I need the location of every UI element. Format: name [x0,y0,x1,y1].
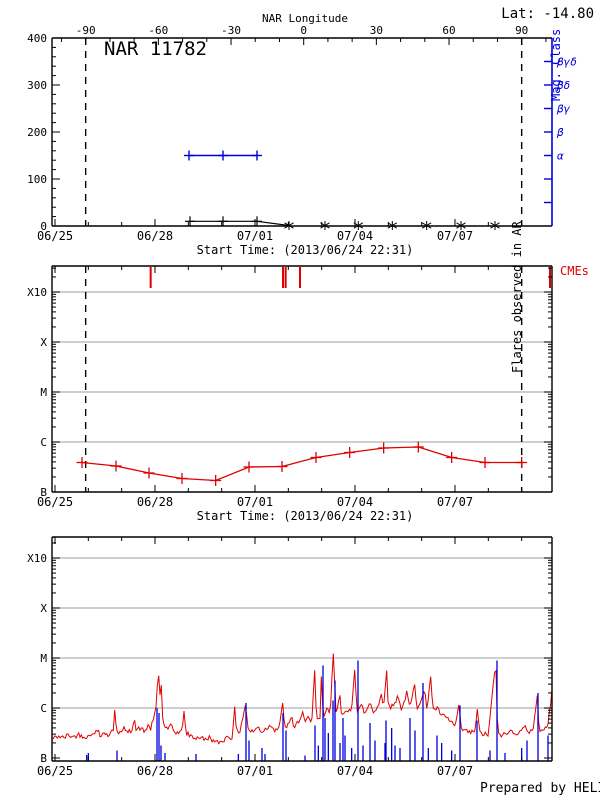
svg-text:C: C [40,702,47,715]
svg-text:07/04: 07/04 [337,229,373,243]
svg-text:07/01: 07/01 [237,495,273,509]
svg-text:0: 0 [300,24,307,37]
svg-text:200: 200 [27,126,47,139]
goes-long-series [51,653,553,745]
svg-text:07/01: 07/01 [237,764,273,778]
latitude-label: Lat: -14.80 [501,6,594,22]
svg-text:300: 300 [27,79,47,92]
svg-text:B: B [40,752,47,765]
mag-class-tick-label: βδ [556,79,570,92]
mag-class-tick-label: βγδ [556,56,577,69]
svg-text:07/07: 07/07 [437,764,473,778]
mag-class-tick-label: βγ [556,103,571,116]
svg-text:-90: -90 [76,24,96,37]
start-time-label-middle: Start Time: (2013/06/24 22:31) [196,509,414,523]
svg-text:60: 60 [442,24,455,37]
mag-class-tick-label: β [556,126,564,139]
svg-text:06/28: 06/28 [137,495,173,509]
svg-text:X: X [40,602,47,615]
mag-class-axis-label: Mag. Class [548,28,563,101]
svg-text:X: X [40,336,47,349]
svg-text:X10: X10 [27,286,47,299]
svg-text:90: 90 [515,24,528,37]
flares-observed-label: Flares observed in AR [510,221,525,373]
svg-text:100: 100 [27,173,47,186]
svg-text:06/25: 06/25 [37,764,73,778]
svg-text:X10: X10 [27,552,47,565]
nar-area-series [189,220,290,227]
svg-text:06/28: 06/28 [137,229,173,243]
svg-text:C: C [40,436,47,449]
svg-text:06/25: 06/25 [37,495,73,509]
svg-text:400: 400 [27,32,47,45]
goes-chart: B C M X X10 06/25 06/28 07/01 07/04 07/07 [27,536,553,778]
svg-text:06/25: 06/25 [37,229,73,243]
svg-text:-30: -30 [221,24,241,37]
chart-title: NAR 11782 [104,38,207,60]
svg-text:30: 30 [370,24,383,37]
svg-text:07/01: 07/01 [237,229,273,243]
svg-text:06/28: 06/28 [137,764,173,778]
flare-class-chart: B C M X X10 06/25 06/28 07/01 07/04 07/07 [27,265,553,509]
footer-credit: Prepared by HELIO [480,781,600,796]
start-time-label-top: Start Time: (2013/06/24 22:31) [196,243,414,257]
svg-text:-60: -60 [148,24,168,37]
svg-text:07/04: 07/04 [337,764,373,778]
mag-class-tick-label: α [557,150,564,163]
flare-daily-mean-series [81,446,522,482]
nar-longitude-label: NAR Longitude [261,12,349,25]
svg-text:07/04: 07/04 [337,495,373,509]
svg-text:0: 0 [40,220,47,233]
cmes-label: CMEs [560,264,589,278]
svg-text:07/07: 07/07 [437,229,473,243]
svg-text:M: M [40,652,47,665]
svg-text:07/07: 07/07 [437,495,473,509]
svg-text:B: B [40,486,47,499]
svg-text:M: M [40,386,47,399]
